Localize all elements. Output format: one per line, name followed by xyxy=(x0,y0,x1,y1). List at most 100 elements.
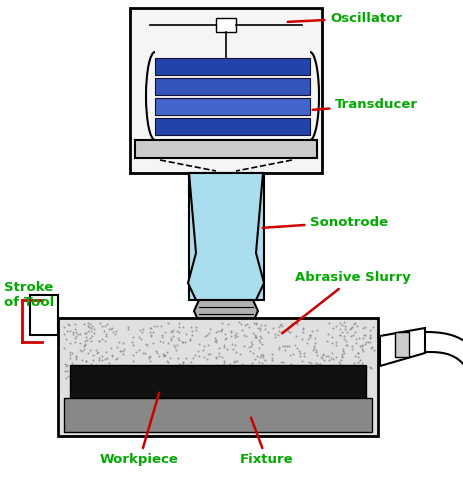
Point xyxy=(291,341,298,349)
Point xyxy=(188,327,195,335)
Point xyxy=(159,352,167,360)
Point xyxy=(338,321,345,328)
Point xyxy=(63,361,70,368)
Point xyxy=(85,349,92,357)
Point xyxy=(301,371,308,379)
Point xyxy=(70,367,77,375)
Point xyxy=(222,375,230,383)
Point xyxy=(255,336,263,344)
Bar xyxy=(30,295,58,335)
Point xyxy=(98,352,106,360)
Point xyxy=(119,346,126,354)
Point xyxy=(87,371,94,379)
Point xyxy=(340,319,347,326)
Point xyxy=(100,327,107,335)
Point xyxy=(247,359,255,367)
Text: Sonotrode: Sonotrode xyxy=(262,216,387,228)
Point xyxy=(206,368,213,376)
Point xyxy=(358,342,365,349)
Point xyxy=(88,324,95,332)
Point xyxy=(249,349,256,357)
Point xyxy=(206,350,213,358)
Point xyxy=(312,371,319,379)
Point xyxy=(237,320,244,328)
Point xyxy=(356,343,363,350)
Point xyxy=(161,371,168,379)
Point xyxy=(72,352,80,360)
Point xyxy=(166,354,173,362)
Point xyxy=(231,357,238,365)
Point xyxy=(108,351,116,359)
Bar xyxy=(219,322,232,355)
Point xyxy=(285,364,292,371)
Point xyxy=(133,372,140,380)
Point xyxy=(225,361,232,368)
Point xyxy=(168,336,175,344)
Point xyxy=(365,326,372,334)
Point xyxy=(304,335,312,343)
Point xyxy=(174,334,181,342)
Point xyxy=(274,366,281,374)
Point xyxy=(354,375,362,383)
Point xyxy=(201,332,208,340)
Point xyxy=(113,326,120,334)
Point xyxy=(260,375,268,383)
Point xyxy=(168,328,175,336)
Point xyxy=(360,330,367,338)
Point xyxy=(311,360,319,367)
Point xyxy=(225,374,232,382)
Point xyxy=(179,323,187,331)
Point xyxy=(81,341,88,349)
Point xyxy=(255,344,262,352)
Point xyxy=(252,319,259,326)
Point xyxy=(362,363,369,370)
Point xyxy=(337,356,344,364)
Point xyxy=(338,347,346,355)
Point xyxy=(254,324,262,332)
Point xyxy=(147,324,155,332)
Point xyxy=(169,332,177,340)
Point xyxy=(145,354,152,362)
Point xyxy=(352,339,359,346)
Point xyxy=(198,371,205,379)
Point xyxy=(365,331,373,339)
Point xyxy=(256,338,263,346)
Point xyxy=(218,353,225,361)
Point xyxy=(106,359,113,366)
Point xyxy=(152,347,159,355)
Point xyxy=(82,357,89,365)
Point xyxy=(238,361,245,368)
Point xyxy=(112,355,119,363)
Text: Abrasive Slurry: Abrasive Slurry xyxy=(282,271,410,333)
Point xyxy=(109,328,116,336)
Point xyxy=(276,358,284,366)
Point xyxy=(90,325,97,333)
Point xyxy=(105,325,113,333)
Point xyxy=(278,322,286,330)
Point xyxy=(62,367,69,375)
Point xyxy=(98,356,105,364)
Point xyxy=(365,338,373,346)
Point xyxy=(360,367,368,375)
Point xyxy=(174,373,181,381)
Point xyxy=(309,365,317,373)
Point xyxy=(288,319,295,327)
Point xyxy=(69,370,77,378)
Point xyxy=(135,346,143,354)
Point xyxy=(233,332,240,340)
Point xyxy=(61,360,69,368)
Point xyxy=(324,352,331,360)
Point xyxy=(81,338,88,346)
Point xyxy=(251,355,259,363)
Point xyxy=(127,365,135,373)
Point xyxy=(143,340,150,347)
Bar xyxy=(155,118,309,135)
Point xyxy=(228,341,236,348)
Point xyxy=(283,342,290,350)
Point xyxy=(179,360,186,367)
Point xyxy=(157,333,165,341)
Point xyxy=(261,325,269,333)
Point xyxy=(337,361,344,368)
Point xyxy=(148,362,156,369)
Point xyxy=(323,367,330,375)
